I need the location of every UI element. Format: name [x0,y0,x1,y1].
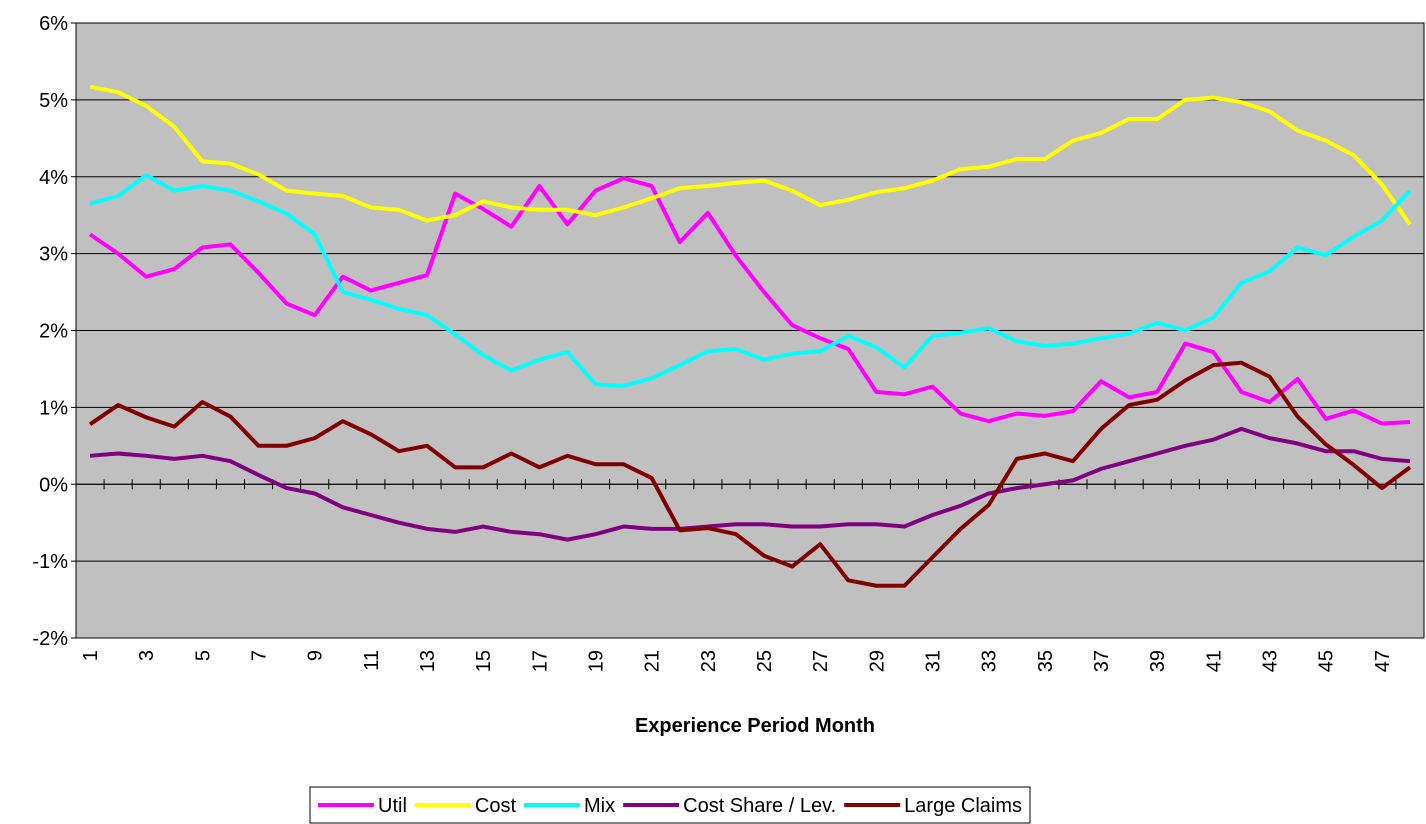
series-line [88,360,1412,588]
legend-label: Cost Share / Lev. [683,795,836,817]
series-line [89,173,1412,388]
legend-label: Cost [475,795,517,817]
legend-label: Util [378,795,407,817]
x-tick-label: 23 [698,650,720,672]
x-tick-label: 11 [361,650,383,671]
x-tick-label: 13 [417,650,439,672]
x-tick-label: 27 [810,650,832,672]
x-tick-label: 35 [1035,650,1057,672]
x-tick-label: 21 [642,650,664,672]
x-tick-label: 43 [1260,650,1282,672]
x-tick-label: 19 [586,650,608,672]
legend-label: Mix [584,795,615,817]
x-tick-label: 15 [473,650,495,672]
x-axis-label: Experience Period Month [635,715,875,737]
x-tick-label: 3 [136,650,158,661]
x-tick-label: 29 [866,650,888,672]
y-tick-label: 4% [39,167,68,189]
y-tick-label: -1% [32,551,68,573]
y-tick-label: 5% [39,90,68,112]
y-tick-label: 2% [39,321,68,343]
y-tick-label: 3% [39,244,68,266]
legend-label: Large Claims [904,795,1022,817]
x-tick-label: 37 [1091,650,1113,672]
x-tick-label: 33 [979,650,1001,672]
x-tick-label: 31 [923,650,945,672]
plot-border [75,22,1425,639]
x-tick-label: 1 [80,650,102,661]
series-line [89,84,1412,226]
x-tick-label: 45 [1316,650,1338,672]
x-tick-label: 17 [529,650,551,672]
x-tick-label: 25 [754,650,776,672]
series-line [88,176,1411,426]
y-tick-label: 0% [39,474,68,496]
y-tick-label: 1% [39,397,68,419]
x-tick-label: 7 [249,650,271,661]
x-tick-label: 47 [1372,650,1394,672]
x-tick-label: 5 [192,650,214,661]
y-tick-label: -2% [32,628,68,650]
x-tick-label: 39 [1147,650,1169,672]
y-tick-label: 6% [39,13,68,35]
x-tick-label: 9 [305,650,327,661]
x-tick-label: 41 [1203,650,1225,672]
series-line [89,426,1411,542]
